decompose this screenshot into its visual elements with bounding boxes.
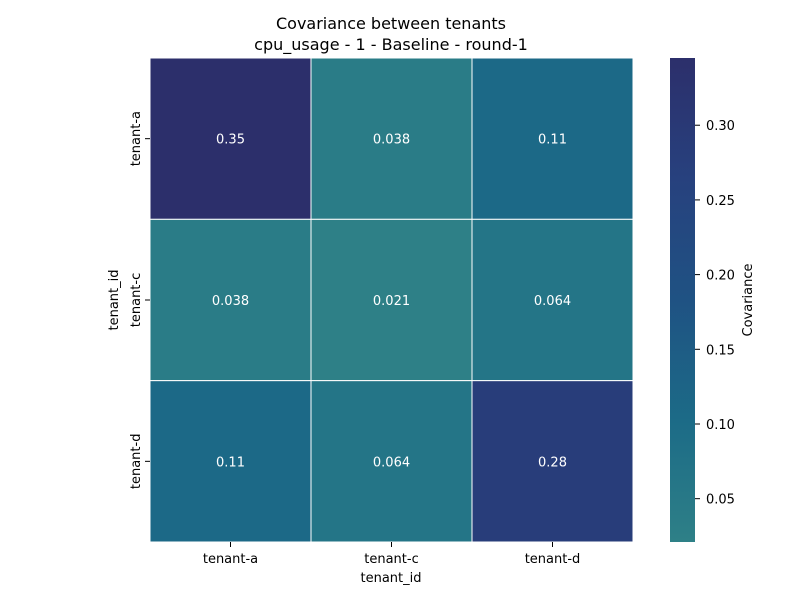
cell-value-label: 0.28 (538, 455, 567, 470)
heatmap-cell (149, 57, 312, 220)
x-tick-label: tenant-d (525, 552, 581, 567)
colorbar-tick-label: 0.05 (706, 493, 735, 508)
heatmap-cell (471, 218, 634, 382)
cell-value-label: 0.064 (534, 294, 571, 309)
x-tick-label: tenant-a (203, 552, 258, 567)
y-tick-label: tenant-c (129, 273, 144, 327)
x-axis-label: tenant_id (360, 571, 421, 586)
cell-value-label: 0.064 (373, 455, 410, 470)
heatmap-cell (310, 380, 473, 543)
y-tick-label: tenant-d (129, 434, 144, 490)
cell-value-label: 0.35 (216, 133, 245, 148)
chart-title: Covariance between tenants (276, 14, 506, 33)
colorbar-tick-label: 0.25 (706, 194, 735, 209)
chart-subtitle: cpu_usage - 1 - Baseline - round-1 (254, 35, 528, 55)
heatmap-cells: 0.35 0.038 0.11 0.038 0.021 0.064 0.11 0.064 0.2… (149, 57, 634, 543)
heatmap-cell (310, 218, 473, 382)
colorbar-ticks: 0.05 0.10 0.15 0.20 0.25 0.30 (695, 119, 735, 508)
heatmap-cell (310, 57, 473, 220)
y-axis-ticks: tenant-a tenant-c tenant-d (129, 111, 150, 489)
heatmap-cell (149, 218, 312, 382)
colorbar (670, 58, 695, 542)
cell-value-label: 0.038 (212, 294, 249, 309)
x-axis-ticks: tenant-a tenant-c tenant-d (203, 542, 580, 567)
y-axis-label: tenant_id (107, 269, 122, 330)
y-tick-label: tenant-a (129, 111, 144, 166)
heatmap-cell (149, 380, 312, 543)
colorbar-label: Covariance (741, 264, 756, 337)
colorbar-tick-label: 0.20 (706, 269, 735, 284)
colorbar-tick-label: 0.10 (706, 418, 735, 433)
cell-value-label: 0.038 (373, 133, 410, 148)
cell-value-label: 0.021 (373, 294, 410, 309)
cell-value-label: 0.11 (216, 455, 245, 470)
x-tick-label: tenant-c (364, 552, 418, 567)
heatmap-cell (471, 57, 634, 220)
colorbar-tick-label: 0.15 (706, 343, 735, 358)
cell-value-label: 0.11 (538, 133, 567, 148)
colorbar-tick-label: 0.30 (706, 119, 735, 134)
